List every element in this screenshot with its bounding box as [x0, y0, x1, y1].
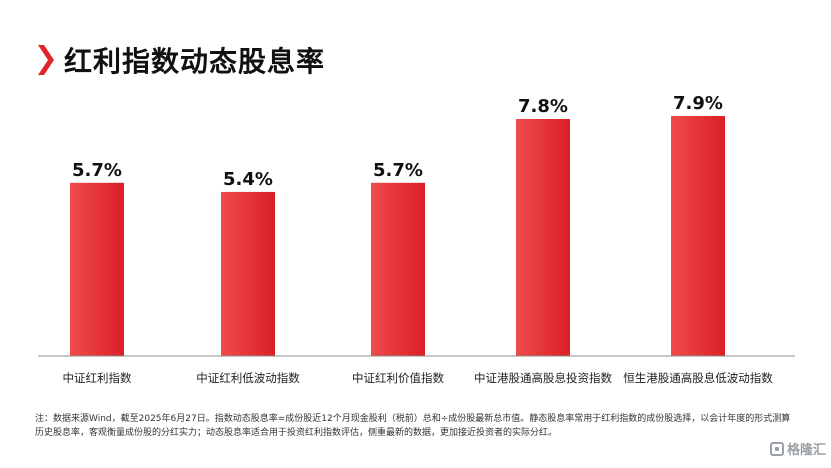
category-label: 中证港股通高股息投资指数: [474, 371, 612, 385]
bar: [371, 182, 425, 356]
data-label: 5.4%: [223, 169, 273, 190]
category-label: 中证红利价值指数: [352, 371, 444, 385]
title-block: 红利指数动态股息率: [38, 40, 325, 80]
category-label: 中证红利低波动指数: [196, 371, 300, 385]
category-label: 中证红利指数: [63, 371, 132, 385]
watermark: 格隆汇: [770, 439, 826, 458]
square-logo-icon: [770, 441, 784, 456]
data-label: 5.7%: [373, 160, 423, 181]
page-title: 红利指数动态股息率: [64, 45, 326, 78]
footnote: 注：数据来源Wind，截至2025年6月27日。指数动态股息率=成份股近12个月…: [35, 414, 791, 438]
category-label: 恒生港股通高股息低波动指数: [623, 371, 773, 385]
bar-chart: 5.7% 中证红利指数 5.4% 中证红利低波动指数 5.7% 中证红利价值指数 7.8% 中…: [38, 93, 795, 385]
data-label: 5.7%: [72, 160, 122, 181]
bar: [221, 191, 275, 356]
bar: [516, 119, 570, 356]
bar: [671, 115, 725, 356]
data-label: 7.8%: [518, 96, 568, 117]
bar: [70, 182, 124, 356]
chevron-right-icon: [38, 45, 54, 75]
watermark-text: 格隆汇: [787, 443, 827, 458]
data-label: 7.9%: [673, 93, 723, 114]
